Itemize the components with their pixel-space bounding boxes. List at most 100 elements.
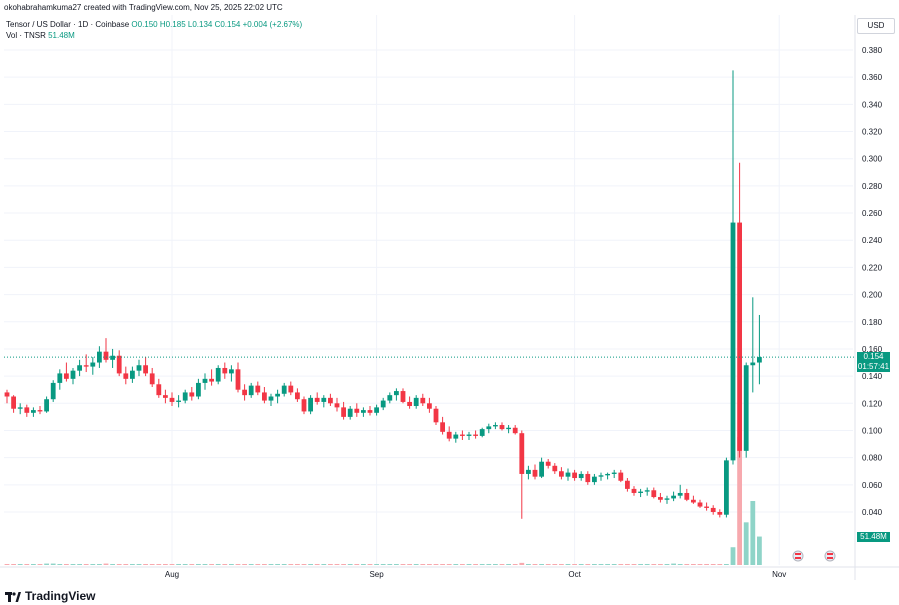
candle-body bbox=[592, 476, 597, 483]
volume-bar bbox=[552, 564, 558, 565]
candle-body bbox=[156, 384, 162, 396]
volume-bar bbox=[592, 564, 597, 565]
y-tick-label: 0.380 bbox=[862, 46, 883, 55]
volume-bar bbox=[281, 564, 287, 565]
volume-bar bbox=[314, 564, 320, 565]
y-tick-label: 0.040 bbox=[862, 508, 883, 517]
candle-body bbox=[565, 472, 571, 477]
volume-bar bbox=[578, 564, 584, 565]
candle-body bbox=[611, 472, 617, 474]
candle-body bbox=[743, 365, 749, 451]
candle-body bbox=[169, 397, 175, 402]
volume-bar bbox=[479, 564, 485, 565]
candle-body bbox=[143, 365, 148, 374]
volume-bar bbox=[64, 564, 69, 565]
candle-body bbox=[37, 410, 43, 412]
candle-body bbox=[598, 475, 604, 477]
volume-bar bbox=[308, 564, 313, 565]
volume-bar bbox=[268, 564, 274, 565]
candle-body bbox=[97, 351, 102, 363]
candle-body bbox=[116, 355, 122, 374]
symbol-title[interactable]: Tensor / US Dollar · 1D · Coinbase bbox=[6, 20, 130, 29]
candle-body bbox=[625, 480, 630, 489]
candle-body bbox=[17, 407, 23, 409]
candle-body bbox=[77, 365, 82, 371]
candle-body bbox=[420, 397, 426, 404]
volume-bar bbox=[229, 564, 234, 565]
volume-bar bbox=[37, 564, 43, 565]
volume-value: 51.48M bbox=[48, 31, 75, 40]
volume-bar bbox=[242, 564, 247, 565]
candle-body bbox=[64, 373, 69, 379]
candle-body bbox=[301, 399, 307, 412]
candle-body bbox=[380, 400, 386, 408]
candle-body bbox=[196, 382, 201, 397]
candle-body bbox=[229, 369, 234, 374]
volume-bar bbox=[519, 562, 525, 565]
volume-bar bbox=[704, 564, 709, 565]
volume-bar bbox=[70, 564, 76, 565]
candle-body bbox=[433, 408, 439, 423]
x-tick-label: Nov bbox=[772, 570, 786, 579]
candle-body bbox=[295, 392, 300, 400]
candle-body bbox=[413, 397, 419, 407]
candle-body bbox=[750, 362, 756, 366]
volume-bar bbox=[156, 564, 162, 565]
candle-body bbox=[123, 373, 129, 379]
y-tick-label: 0.060 bbox=[862, 481, 883, 490]
candle-body bbox=[539, 461, 544, 477]
candle-body bbox=[512, 427, 518, 434]
y-tick-label: 0.320 bbox=[862, 128, 883, 137]
x-tick-label: Aug bbox=[165, 570, 179, 579]
volume-bar bbox=[143, 564, 148, 565]
us-flag-event-icon-stripe bbox=[827, 557, 833, 559]
volume-bar bbox=[262, 564, 267, 565]
candle-body bbox=[691, 499, 696, 503]
candle-body bbox=[222, 367, 228, 374]
y-tick-label: 0.180 bbox=[862, 318, 883, 327]
y-tick-label: 0.200 bbox=[862, 291, 883, 300]
volume-bar bbox=[50, 563, 56, 565]
us-flag-event-icon-stripe bbox=[827, 553, 833, 555]
candle-body bbox=[724, 460, 729, 515]
chart-credit: okohabrahamkuma27 created with TradingVi… bbox=[4, 3, 283, 12]
candle-body bbox=[638, 491, 643, 493]
tradingview-brand[interactable]: TradingView bbox=[5, 589, 95, 603]
candle-body bbox=[57, 373, 63, 383]
volume-bar bbox=[499, 564, 505, 565]
us-flag-event-icon bbox=[824, 550, 836, 562]
candle-body bbox=[717, 512, 723, 515]
y-tick-label: 0.140 bbox=[862, 372, 883, 381]
volume-bar bbox=[539, 564, 544, 565]
volume-bar bbox=[116, 564, 122, 565]
candle-body bbox=[288, 385, 294, 393]
candle-body bbox=[328, 397, 333, 404]
candle-body bbox=[572, 472, 577, 479]
candle-body bbox=[710, 507, 716, 512]
candle-body bbox=[31, 410, 36, 413]
volume-bar bbox=[222, 564, 228, 565]
candle-body bbox=[658, 497, 663, 500]
volume-bar bbox=[17, 564, 23, 565]
volume-axis-tag: 51.48M bbox=[857, 532, 890, 542]
volume-bar bbox=[31, 564, 36, 565]
volume-label[interactable]: Vol · TNSR bbox=[6, 31, 46, 40]
candle-body bbox=[321, 397, 327, 402]
volume-bar bbox=[644, 564, 650, 565]
volume-bar bbox=[737, 437, 742, 565]
candle-body bbox=[314, 397, 320, 402]
candle-body bbox=[545, 461, 551, 466]
currency-selector[interactable]: USD bbox=[857, 18, 895, 34]
candle-body bbox=[559, 471, 564, 477]
candle-body bbox=[757, 357, 762, 363]
y-tick-label: 0.360 bbox=[862, 73, 883, 82]
candle-body bbox=[651, 490, 657, 498]
volume-bar bbox=[638, 564, 643, 565]
candle-body bbox=[248, 385, 254, 396]
volume-bar bbox=[730, 547, 736, 565]
candle-body bbox=[671, 495, 676, 499]
volume-bar bbox=[163, 564, 168, 565]
volume-bar bbox=[493, 564, 498, 565]
candle-body bbox=[341, 407, 346, 417]
